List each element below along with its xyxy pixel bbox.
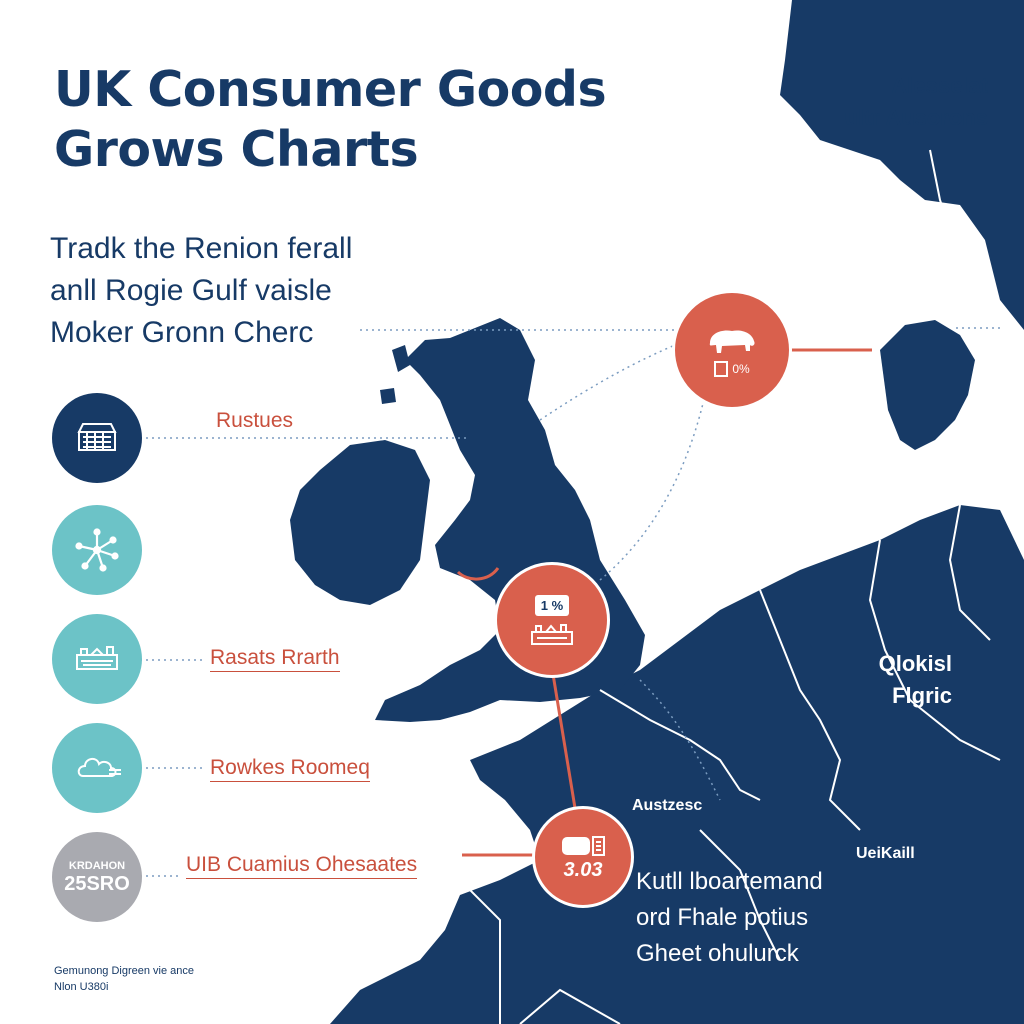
page-title: UK Consumer Goods Grows Charts bbox=[54, 60, 694, 180]
note-line-1: Kutll lboartemand bbox=[636, 868, 823, 895]
country-borders bbox=[459, 149, 1001, 1024]
square-icon bbox=[714, 361, 729, 377]
note-line-3: Gheet ohulurck bbox=[636, 940, 799, 967]
land-ireland bbox=[290, 440, 430, 605]
title-line-2: Grows Charts bbox=[54, 121, 419, 178]
factory-icon bbox=[531, 623, 573, 645]
subtitle-line-3: Moker Gronn Cherc bbox=[50, 316, 314, 349]
land-denmark bbox=[880, 320, 975, 450]
note-text: Kutll lboartemand ord Fhale potius Gheet… bbox=[636, 864, 823, 972]
marker-uk-tag: 1 % bbox=[534, 594, 570, 616]
bison-icon bbox=[709, 330, 755, 353]
legend-label-5: UIB Cuamius Ohesaates bbox=[186, 853, 418, 879]
legend-store-icon bbox=[52, 393, 142, 483]
subtitle: Tradk the Renion ferall anll Rogie Gulf … bbox=[50, 228, 430, 354]
legend-label-4: Rowkes Roomeq bbox=[210, 756, 370, 782]
legend-label-1: Rustues bbox=[216, 409, 294, 432]
legend-cloud-icon bbox=[52, 723, 142, 813]
note-line-2: ord Fhale potius bbox=[636, 904, 809, 931]
chart-icon bbox=[562, 835, 605, 856]
map-label-northeast-line-1: Alesselat bbox=[891, 73, 988, 98]
subtitle-line-1: Tradk the Renion ferall bbox=[50, 232, 353, 265]
land-scandinavia bbox=[780, 0, 1024, 330]
map-label-east-line-1: Qlokisl bbox=[878, 651, 952, 676]
map-label-southeast: UeiKaill bbox=[856, 845, 915, 862]
subtitle-line-2: anll Rogie Gulf vaisle bbox=[50, 274, 332, 307]
title-line-1: UK Consumer Goods bbox=[54, 61, 607, 118]
marker-uk[interactable]: 1 % bbox=[494, 562, 610, 678]
source-note: Gemunong Digreen vie ance Nlon U380i bbox=[54, 963, 194, 995]
badge-big-text: 25SRO bbox=[64, 872, 130, 895]
legend-label-3: Rasats Rrarth bbox=[210, 646, 340, 672]
source-line-2: Nlon U380i bbox=[54, 981, 109, 993]
coral-connectors bbox=[456, 348, 872, 857]
map-label-south: Austzesc bbox=[632, 797, 703, 814]
legend-number-badge: KRDAHON 25SRO bbox=[52, 832, 142, 922]
legend-network-icon bbox=[52, 505, 142, 595]
map-label-east: Qlokisl Flgric bbox=[879, 648, 952, 712]
marker-south-value: 3.03 bbox=[563, 858, 603, 881]
map-label-northeast: Alesselat ultr Ausorons bbox=[845, 70, 988, 134]
legend-factory-icon bbox=[52, 614, 142, 704]
marker-north[interactable]: 0% bbox=[672, 290, 792, 410]
dotted-connectors bbox=[140, 327, 1000, 877]
marker-south[interactable]: 3.03 bbox=[532, 806, 634, 908]
map-label-east-line-2: Flgric bbox=[892, 683, 952, 708]
map-label-northeast-line-2: ultr Ausorons bbox=[844, 105, 988, 130]
badge-small-text: KRDAHON bbox=[68, 859, 126, 872]
marker-north-caption-row: 0% bbox=[714, 361, 750, 377]
source-line-1: Gemunong Digreen vie ance bbox=[54, 965, 195, 977]
land-hebrides bbox=[380, 345, 410, 404]
marker-north-caption: 0% bbox=[732, 362, 750, 376]
land-continent bbox=[330, 505, 1024, 1024]
